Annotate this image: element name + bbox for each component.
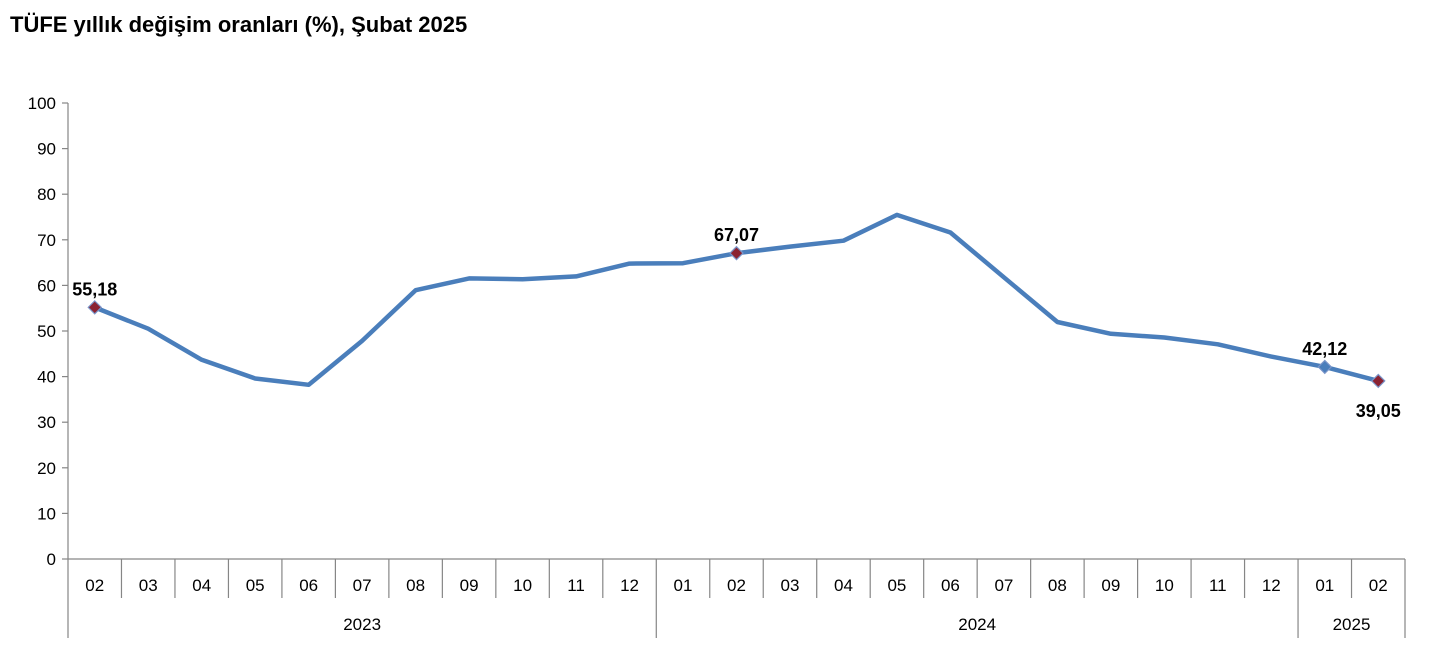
x-tick-label: 03 [139, 576, 158, 595]
chart-title: TÜFE yıllık değişim oranları (%), Şubat … [10, 12, 468, 37]
data-label: 39,05 [1356, 401, 1401, 421]
x-tick-label: 02 [1369, 576, 1388, 595]
x-tick-label: 10 [513, 576, 532, 595]
x-tick-label: 05 [887, 576, 906, 595]
x-tick-label: 09 [460, 576, 479, 595]
y-tick-label: 30 [37, 413, 56, 432]
y-tick-label: 50 [37, 322, 56, 341]
data-marker [87, 300, 103, 315]
x-tick-label: 12 [1262, 576, 1281, 595]
data-marker [1370, 373, 1386, 389]
y-tick-label: 100 [28, 94, 56, 113]
year-label: 2025 [1333, 615, 1371, 634]
x-tick-label: 12 [620, 576, 639, 595]
y-tick-label: 20 [37, 459, 56, 478]
x-tick-label: 07 [353, 576, 372, 595]
x-tick-label: 10 [1155, 576, 1174, 595]
year-label: 2023 [343, 615, 381, 634]
x-tick-label: 07 [994, 576, 1013, 595]
x-tick-label: 05 [246, 576, 265, 595]
x-tick-label: 01 [1315, 576, 1334, 595]
y-tick-label: 60 [37, 276, 56, 295]
x-tick-label: 06 [299, 576, 318, 595]
year-label: 2024 [958, 615, 996, 634]
y-tick-label: 40 [37, 368, 56, 387]
x-tick-label: 11 [567, 576, 585, 595]
x-tick-label: 04 [834, 576, 853, 595]
x-tick-label: 08 [406, 576, 425, 595]
data-label: 55,18 [72, 279, 117, 299]
x-tick-label: 08 [1048, 576, 1067, 595]
y-tick-label: 0 [47, 550, 56, 569]
data-marker [729, 245, 744, 261]
x-tick-label: 09 [1101, 576, 1120, 595]
data-label: 42,12 [1302, 339, 1347, 359]
y-tick-label: 70 [37, 231, 56, 250]
y-tick-label: 10 [37, 504, 56, 523]
y-tick-label: 90 [37, 140, 56, 159]
x-tick-label: 03 [781, 576, 800, 595]
data-label: 67,07 [714, 225, 759, 245]
x-tick-label: 06 [941, 576, 960, 595]
y-tick-label: 80 [37, 185, 56, 204]
x-tick-label: 01 [674, 576, 693, 595]
data-marker [1317, 359, 1333, 375]
x-tick-label: 02 [85, 576, 104, 595]
x-tick-label: 02 [727, 576, 746, 595]
x-tick-label: 04 [192, 576, 211, 595]
x-tick-label: 11 [1209, 576, 1227, 595]
